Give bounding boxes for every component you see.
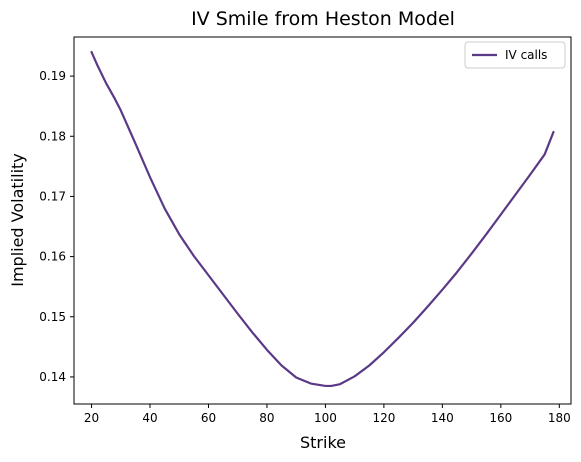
legend: IV calls [464,41,566,69]
y-tick-label: 0.15 [39,310,66,324]
x-tick-label: 60 [201,411,216,425]
x-axis-label: Strike [300,433,346,452]
x-tick-label: 160 [489,411,512,425]
x-tick-label: 20 [84,411,99,425]
legend-frame [464,41,566,69]
x-tick-label: 140 [431,411,454,425]
x-tick-label: 120 [372,411,395,425]
chart-title: IV Smile from Heston Model [191,8,455,30]
y-tick-label: 0.19 [39,69,66,83]
y-tick-label: 0.18 [39,129,66,143]
x-axis: 20 40 60 80 100 120 140 160 180 [84,404,571,425]
legend-label-iv-calls: IV calls [505,48,547,62]
x-tick-label: 40 [142,411,157,425]
x-tick-label: 100 [314,411,337,425]
x-tick-label: 80 [259,411,274,425]
y-tick-label: 0.17 [39,189,66,203]
y-tick-label: 0.14 [39,370,66,384]
x-tick-label: 180 [548,411,571,425]
series-line-iv-calls [90,50,555,388]
plot-area-frame [73,36,572,405]
series-layer [90,50,555,388]
y-axis: 0.14 0.15 0.16 0.17 0.18 0.19 [39,69,74,384]
y-axis-label: Implied Volatility [8,153,27,287]
y-tick-label: 0.16 [39,250,66,264]
